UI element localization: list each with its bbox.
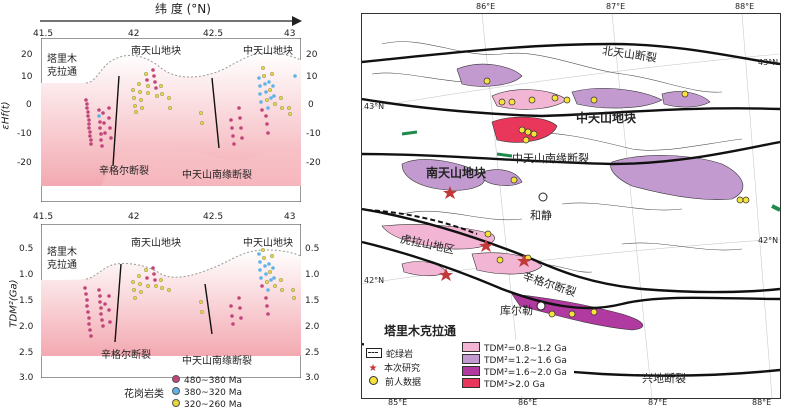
lower-x-tick: 42.5: [203, 212, 224, 222]
lower-x-tick: 43: [284, 212, 296, 222]
upper-label-central-south-fault: 中天山南缘断裂: [182, 170, 252, 181]
north-tianshan-fault-line: [362, 42, 780, 66]
upper-y-tick-left: -20: [17, 158, 32, 168]
upper-label-south-tianshan: 南天山地块: [131, 46, 181, 57]
lower-y-tick-right: 1.0: [305, 270, 320, 280]
map-label-south-tianshan: 南天山地块: [426, 166, 487, 180]
latitude-arrow: [40, 16, 302, 26]
lower-label-xingeer-fault: 辛格尔断裂: [101, 350, 151, 361]
lower-y-tick-right: 3.0: [305, 373, 320, 383]
xingeer-fault-line-lower: [114, 263, 122, 343]
previous-data-legend: 前人数据: [366, 370, 421, 389]
lower-label-south-tianshan: 南天山地块: [131, 238, 181, 249]
upper-y-label: εHf(t): [0, 101, 12, 130]
lon-tick-top: 87°E: [606, 2, 626, 11]
lon-tick-top: 88°E: [735, 2, 755, 11]
ophiolite-legend: 蛇绿岩: [366, 342, 413, 361]
lower-data-points: [83, 248, 296, 338]
lat-label: 42°N: [364, 276, 385, 285]
map-label-central-south-fault: 中天山南缘断裂: [512, 152, 589, 165]
upper-y-tick-right: 20: [306, 50, 318, 60]
previous-data-dots: [483, 77, 750, 318]
central-south-fault-line: [362, 97, 780, 118]
granite-legend: 480~380 Ma 380~320 Ma 320~260 Ma: [172, 372, 243, 410]
legend-label: 480~380 Ma: [184, 376, 243, 386]
lon-tick-bottom: 85°E: [388, 398, 408, 407]
upper-y-tick-left: 0: [26, 100, 32, 110]
lower-plot: 塔里木 克拉通 南天山地块 中天山地块 辛格尔断裂 中天山南缘断裂: [41, 224, 301, 378]
lat-label: 43°N: [364, 102, 385, 111]
upper-data-points: [84, 66, 297, 148]
upper-label-central-tianshan: 中天山地块: [243, 46, 293, 57]
upper-plot: 塔里木 克拉通 南天山地块 中天山地块 辛格尔断裂 中天山南缘断裂: [41, 38, 301, 202]
legend-label: 380~320 Ma: [184, 388, 243, 398]
map-label-korla: 库尔勒: [500, 304, 533, 317]
legend-dot: [172, 375, 180, 383]
lower-y-label: TDM²(Ga): [8, 279, 20, 328]
tdm-legend: TDM²=0.8~1.2 Ga TDM²=1.2~1.6 Ga TDM²=1.6…: [462, 340, 567, 390]
korla-town-marker: [536, 301, 546, 311]
xingeer-fault-line: [362, 207, 780, 294]
upper-label-xingeer-fault: 辛格尔断裂: [99, 166, 149, 177]
latitude-axis-title: 纬 度 (°N): [155, 2, 211, 16]
lower-y-tick-right: 2.5: [305, 348, 320, 358]
geologic-map: 北天山断裂 中天山地块 中天山南缘断裂 南天山地块 和静 虎拉山地区 辛格尔断裂…: [361, 13, 781, 399]
legend-dot: [172, 399, 180, 407]
dot-icon: [369, 376, 378, 385]
upper-y-tick-right: 0: [308, 100, 314, 110]
lower-y-tick-right: 0.5: [305, 244, 320, 254]
lower-label-central-tianshan: 中天山地块: [243, 238, 293, 249]
this-study-stars: [439, 186, 531, 281]
upper-y-tick-right: 10: [306, 72, 318, 82]
lower-y-tick-left: 2.5: [19, 348, 34, 358]
lower-label-central-south-fault: 中天山南缘断裂: [182, 356, 252, 367]
upper-y-tick-left: 20: [21, 50, 33, 60]
central-south-fault-line-upper: [211, 77, 220, 149]
lower-y-tick-left: 1.5: [19, 296, 34, 306]
upper-x-tick: 43: [284, 29, 296, 39]
central-south-fault-line-lower: [204, 283, 213, 335]
star-icon: ★: [368, 363, 378, 374]
upper-y-tick-right: -20: [306, 158, 321, 168]
lat-label: 42°N: [758, 236, 779, 245]
lower-y-tick-right: 2.0: [305, 322, 320, 332]
lat-label: 43°N: [758, 58, 779, 67]
map-label-hejing: 和静: [530, 209, 552, 222]
upper-x-tick: 42: [128, 29, 140, 39]
legend-dot: [172, 387, 180, 395]
map-legend: 蛇绿岩 ★ 本次研究 前人数据 TDM²=0.8~1.2 Ga TDM²=1.2~…: [364, 340, 574, 396]
lower-label-tarim: 塔里木 克拉通: [47, 247, 77, 271]
granite-legend-title: 花岗岩类: [124, 389, 164, 400]
xingeer-fault-line-upper: [112, 75, 120, 167]
lower-x-tick: 42: [128, 212, 140, 222]
lon-tick-bottom: 88°E: [752, 398, 772, 407]
lon-tick-bottom: 86°E: [518, 398, 538, 407]
lower-y-tick-right: 1.5: [305, 296, 320, 306]
lower-y-tick-left: 2.0: [19, 322, 34, 332]
lower-y-tick-left: 1.0: [19, 270, 34, 280]
lower-x-tick: 41.5: [33, 212, 54, 222]
lower-y-tick-left: 3.0: [19, 373, 34, 383]
upper-x-tick: 41.5: [33, 29, 54, 39]
this-study-legend: ★ 本次研究: [366, 356, 421, 375]
hejing-town-marker: [538, 192, 548, 202]
upper-y-tick-left: 10: [21, 72, 33, 82]
upper-y-tick-right: -10: [306, 129, 321, 139]
map-label-xingdi-fault: 兴地断裂: [642, 372, 686, 385]
lon-tick-bottom: 87°E: [648, 398, 668, 407]
legend-label: 320~260 Ma: [184, 400, 243, 410]
upper-y-tick-left: -10: [17, 129, 32, 139]
lower-y-tick-left: 0.5: [19, 244, 34, 254]
upper-x-tick: 42.5: [203, 29, 224, 39]
map-label-central-tianshan: 中天山地块: [576, 111, 637, 125]
map-label-tarim: 塔里木克拉通: [384, 324, 457, 338]
lon-tick-top: 86°E: [476, 2, 496, 11]
upper-label-tarim: 塔里木 克拉通: [47, 54, 77, 78]
